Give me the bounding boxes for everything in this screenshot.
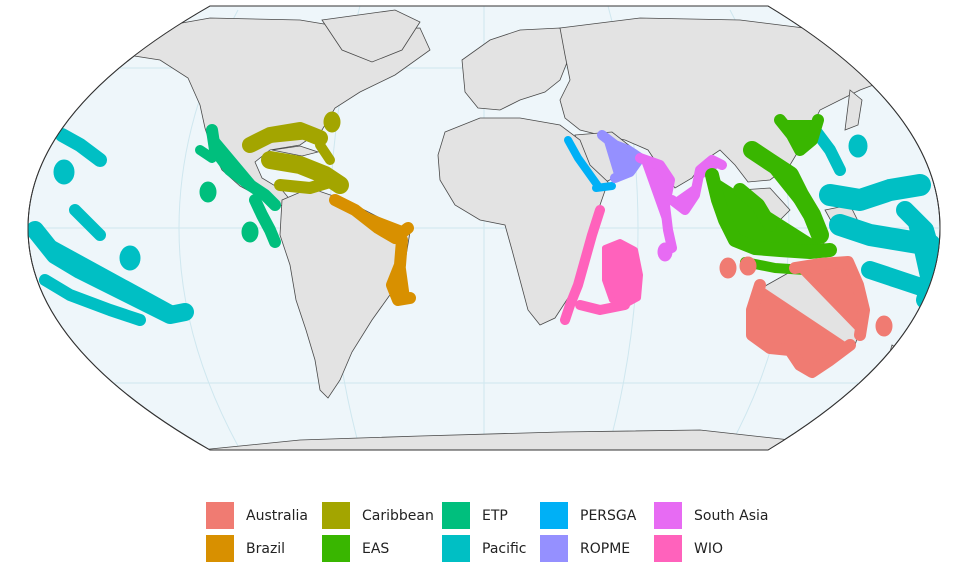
legend-label: EAS	[362, 540, 390, 557]
region-persga	[564, 136, 616, 192]
region-etp	[195, 124, 281, 248]
marine-regions	[28, 111, 940, 378]
region-caribbean	[242, 111, 349, 194]
legend-label: ROPME	[580, 540, 631, 557]
legend-item-pacific: Pacific	[442, 535, 527, 562]
legend: Australia Brazil Caribbean EAS ETP Pacif…	[206, 502, 786, 564]
legend-swatch-south-asia	[654, 502, 682, 529]
legend-label: PERSGA	[580, 507, 637, 524]
legend-item-eas: EAS	[322, 535, 389, 562]
legend-item-persga: PERSGA	[540, 502, 636, 529]
legend-label: WIO	[694, 540, 723, 557]
legend-label: Pacific	[482, 540, 527, 557]
europe	[461, 27, 571, 111]
legend-item-wio: WIO	[654, 535, 723, 562]
legend-swatch-australia	[206, 502, 234, 529]
legend-swatch-eas	[322, 535, 350, 562]
land	[119, 9, 903, 450]
legend-item-brazil: Brazil	[206, 535, 285, 562]
south-america	[279, 187, 411, 399]
legend-label: Caribbean	[362, 507, 434, 524]
legend-swatch-etp	[442, 502, 470, 529]
map-border	[27, 5, 941, 451]
legend-swatch-caribbean	[322, 502, 350, 529]
legend-swatch-ropme	[540, 535, 568, 562]
world-map	[27, 5, 941, 451]
region-ropme	[597, 130, 645, 183]
legend-label: Brazil	[246, 540, 286, 557]
greenland	[321, 9, 421, 63]
legend-item-caribbean: Caribbean	[322, 502, 434, 529]
legend-swatch-pacific	[442, 535, 470, 562]
legend-item-etp: ETP	[442, 502, 508, 529]
legend-label: Australia	[246, 507, 308, 524]
legend-item-south-asia: South Asia	[654, 502, 768, 529]
region-brazil	[329, 194, 416, 306]
legend-label: South Asia	[694, 507, 769, 524]
legend-label: ETP	[482, 507, 508, 524]
legend-swatch-wio	[654, 535, 682, 562]
legend-swatch-persga	[540, 502, 568, 529]
africa	[437, 117, 609, 326]
legend-item-australia: Australia	[206, 502, 308, 529]
north-america	[119, 17, 431, 207]
legend-swatch-brazil	[206, 535, 234, 562]
region-wio	[560, 205, 643, 325]
legend-item-ropme: ROPME	[540, 535, 630, 562]
region-pacific	[28, 124, 940, 326]
region-australia	[719, 256, 893, 378]
